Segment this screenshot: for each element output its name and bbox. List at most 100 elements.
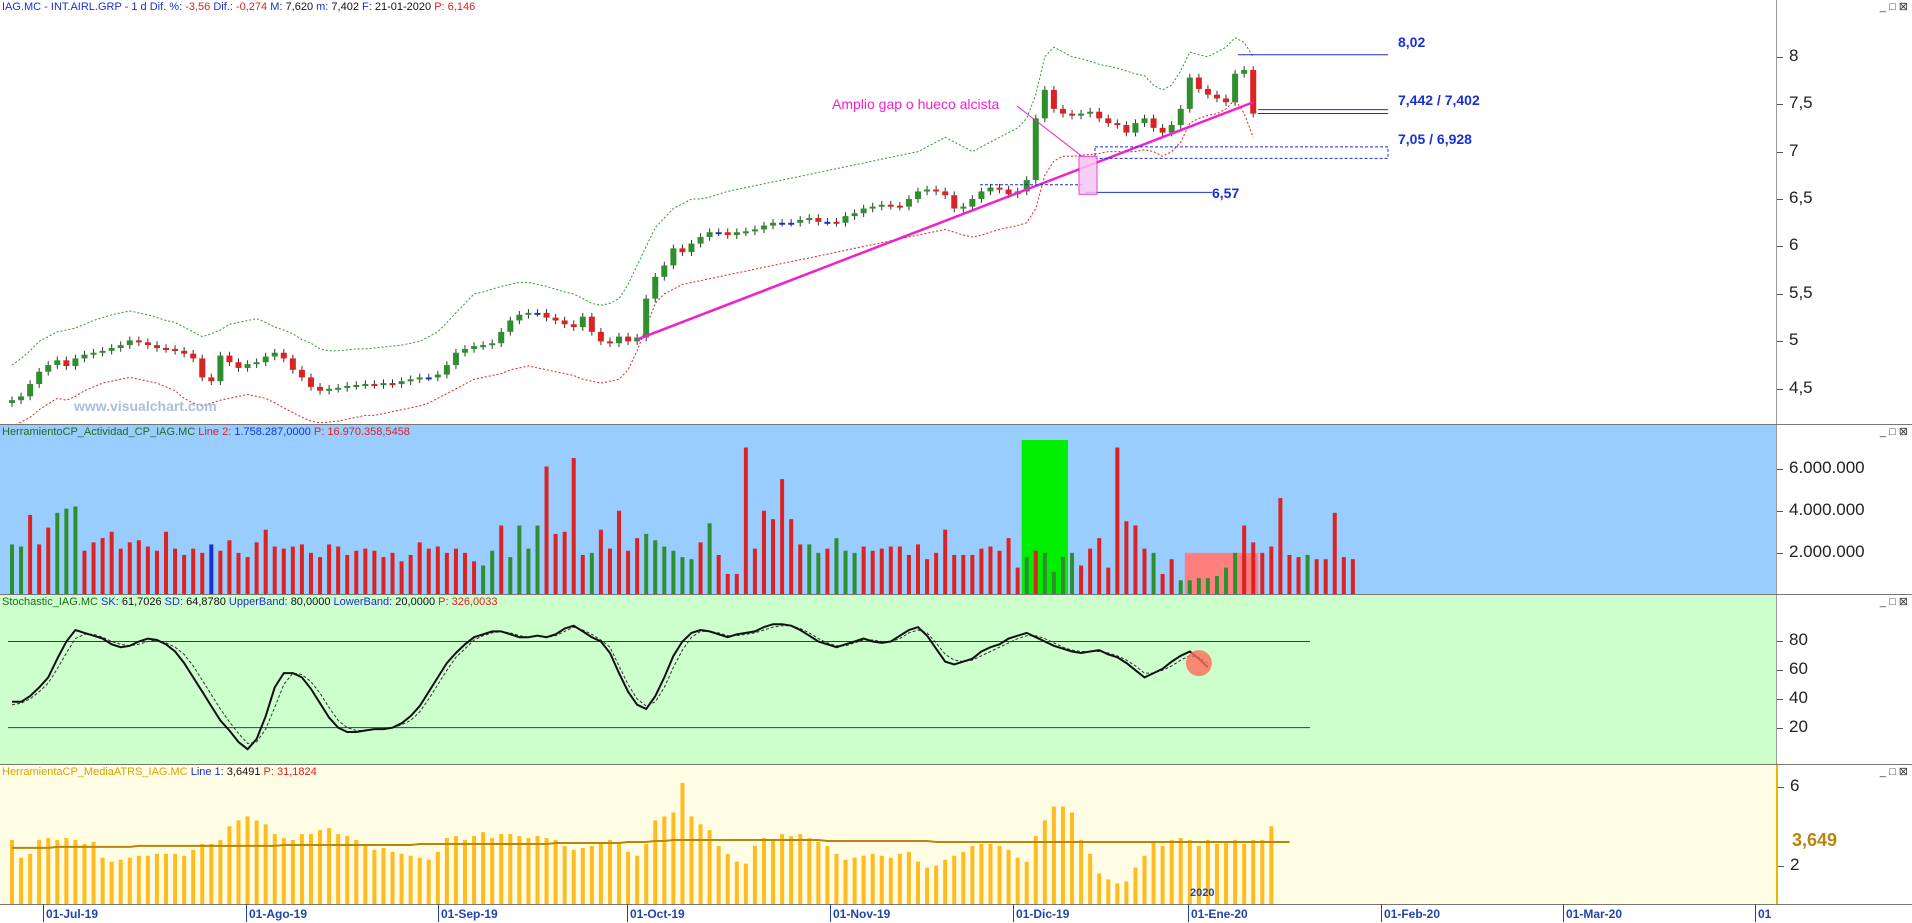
activity-bar [91,542,96,595]
candle [525,312,532,315]
price-plot[interactable] [0,0,1776,424]
atr-bar [345,836,350,905]
activity-bar [46,527,51,595]
dif-label: Dif.: [213,1,233,13]
atr-bar [299,834,304,905]
atr-bar [1224,842,1229,905]
max-value: 7,620 [285,1,314,13]
time-axis-tick [246,904,247,922]
activity-bar [218,550,223,595]
activity-bar [571,458,576,595]
atr-bar [1260,840,1265,905]
atr-bar [1187,840,1192,905]
activity-p-value: 16.970.358,5458 [327,426,410,438]
activity-bar [435,546,440,595]
atr-bar [1070,812,1075,905]
candle [90,352,97,355]
atr-bar [916,861,920,905]
time-axis-tick [438,904,439,922]
atr-bar [698,824,703,905]
candle [815,218,822,222]
activity-bar [37,544,42,595]
price-pane[interactable]: 4,5 5 5,5 6 6,5 7 7,5 8 IAG.MC - INT.AIRL.GRP -… [0,0,1912,424]
stoch-sk-label: SK: [101,596,119,608]
price-window-controls[interactable]: _ □ ⊠ [1879,1,1908,13]
activity-bar [263,529,268,595]
stochastic-window-controls[interactable]: _ □ ⊠ [1879,596,1908,608]
atr-bar [988,843,993,905]
activity-bar [934,552,939,595]
time-axis-tick [627,904,628,922]
candle [36,371,43,385]
time-axis-label: 01-Ago-19 [249,907,308,921]
activity-bar [1142,548,1147,595]
atr-bar [145,855,150,905]
atr-bar [771,840,776,905]
atr-y-tick-mark [1778,786,1784,788]
candle [1186,77,1193,109]
atr-bar [843,859,848,905]
activity-y-tick-mark [1777,468,1783,470]
candle [561,320,568,325]
atr-y-tick: 2 [1790,854,1800,874]
atr-bar [644,843,649,905]
activity-bar [499,525,504,595]
activity-chart [10,440,1355,595]
candle [353,384,360,387]
atr-bar [780,834,785,905]
price-y-tick-mark [1777,388,1783,390]
atr-bar [1233,840,1238,905]
date-label: F: [362,1,372,13]
candle [434,374,441,378]
stochastic-plot[interactable] [0,595,1776,765]
stoch-ub-label: UpperBand: [228,596,288,608]
price-y-tick: 6,5 [1789,188,1813,208]
level-705-label: 7,05 / 6,928 [1398,131,1472,147]
price-y-tick-mark [1777,151,1783,153]
candle [715,232,722,235]
atr-plot[interactable] [0,765,1776,905]
candle [27,384,34,397]
activity-bar [553,533,558,595]
candle [896,205,903,208]
level-7442-label: 7,442 / 7,402 [1398,92,1480,108]
atr-line-value: 3,6491 [226,766,261,778]
activity-bar [752,548,757,595]
activity-plot[interactable] [0,425,1776,595]
min-label: m: [316,1,329,13]
atr-bar [28,853,33,905]
atr-header: HerramientaCP_MediaATRS_IAG.MC Line 1: 3… [2,766,317,778]
activity-bar [771,519,776,595]
activity-bar [734,573,739,595]
stochastic-pane[interactable]: 20 40 60 80 Stochastic_IAG.MC SK: 61,7026 S… [0,594,1912,765]
price-y-tick-mark [1777,56,1783,58]
atr-bar [626,851,631,905]
atr-bar [834,853,839,905]
atr-window-controls[interactable]: _ □ ⊠ [1879,766,1908,778]
atr-bar [544,838,549,905]
candle [317,386,324,391]
candle [1250,69,1257,114]
price-y-tick-mark [1777,246,1783,248]
activity-bar [1296,557,1301,595]
atr-bar [997,845,1002,905]
atr-bar [1033,836,1038,905]
activity-window-controls[interactable]: _ □ ⊠ [1879,426,1908,438]
activity-bar [1187,580,1192,595]
activity-pane[interactable]: 2.000.000 4.000.000 6.000.000 HerramientoC… [0,424,1912,595]
activity-bar [399,561,404,595]
activity-bar [725,573,730,595]
activity-bar [997,550,1002,595]
activity-bar [544,466,549,595]
atr-bar [1124,881,1129,905]
candle [45,365,52,372]
activity-bar [1097,538,1102,595]
activity-bar [598,529,603,595]
activity-bar [1233,552,1238,595]
activity-bar [970,554,975,595]
candle [978,191,985,200]
stoch-sd-value: 64,8780 [186,596,226,608]
time-axis-label: 01-Nov-19 [833,907,891,921]
time-axis-label: 01-Mar-20 [1566,907,1623,921]
